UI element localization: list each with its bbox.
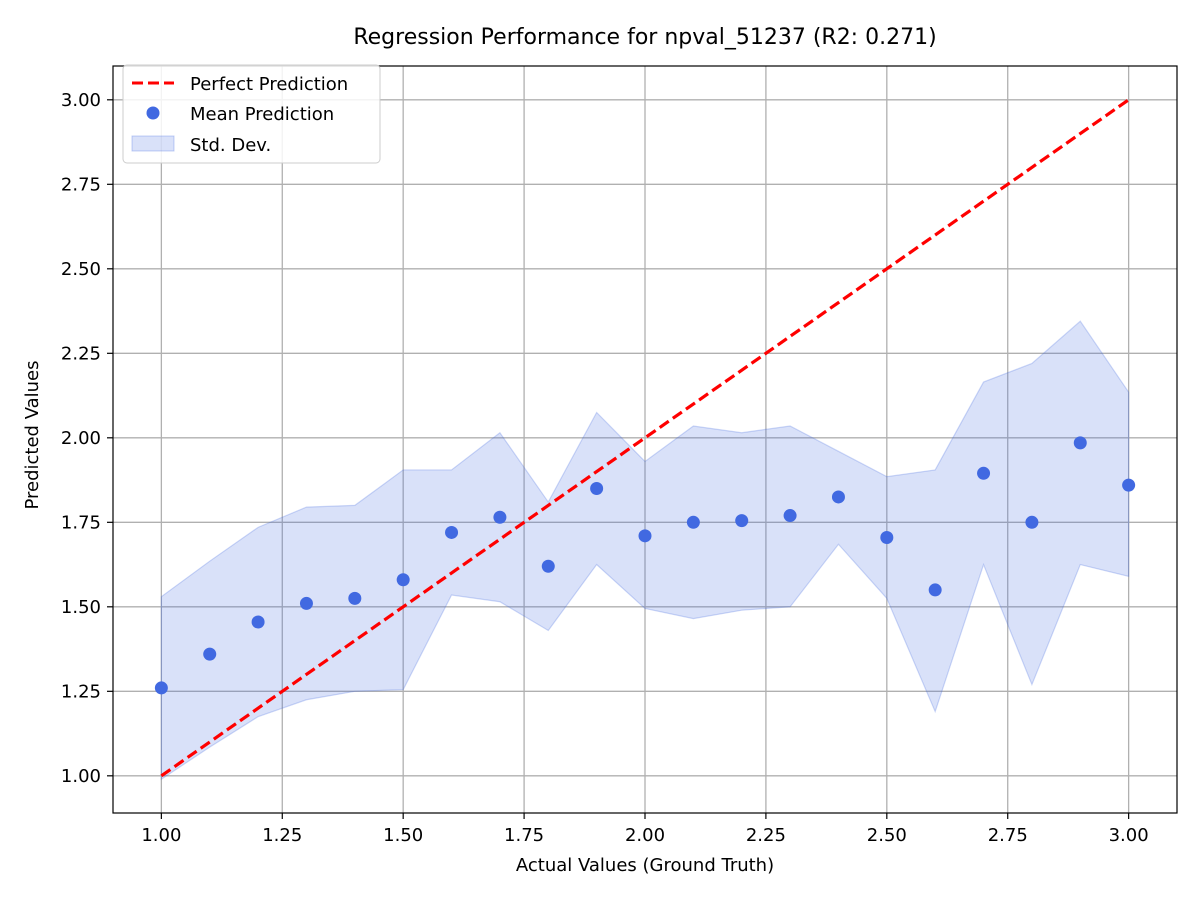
x-tick-label: 2.75: [988, 825, 1028, 846]
mean-prediction-point: [445, 525, 459, 539]
mean-prediction-point: [928, 583, 942, 597]
y-tick-label: 2.00: [61, 428, 101, 449]
x-tick-label: 2.25: [746, 825, 786, 846]
mean-prediction-point: [783, 509, 797, 523]
legend-std-dev-swatch: [131, 135, 175, 152]
std-dev-band: [160, 320, 1130, 781]
x-tick-label: 1.00: [141, 825, 181, 846]
perfect-prediction-line: [160, 98, 1130, 778]
mean-prediction-point: [203, 647, 217, 661]
x-tick-label: 1.50: [383, 825, 423, 846]
y-tick-label: 2.25: [61, 343, 101, 364]
grid-lines: [113, 66, 1177, 813]
mean-prediction-point: [735, 514, 749, 528]
legend-mean-prediction-swatch: [146, 106, 160, 120]
legend-box: [122, 64, 381, 164]
mean-prediction-point: [299, 596, 313, 610]
std-dev-band-layer: [160, 320, 1130, 781]
mean-prediction-point: [396, 573, 410, 587]
mean-prediction-points: [154, 436, 1136, 695]
mean-prediction-point: [1025, 515, 1039, 529]
y-axis-label: Predicted Values: [22, 360, 43, 509]
x-tick-label: 2.50: [867, 825, 907, 846]
mean-prediction-point: [541, 559, 555, 573]
y-tick-label: 2.75: [61, 174, 101, 195]
y-tick-label: 1.50: [61, 597, 101, 618]
x-tick-label: 1.25: [262, 825, 302, 846]
x-tick-label: 2.00: [625, 825, 665, 846]
mean-prediction-point: [348, 591, 362, 605]
y-tick-label: 1.25: [61, 681, 101, 702]
mean-prediction-point: [1122, 478, 1136, 492]
mean-prediction-point: [1073, 436, 1087, 450]
mean-prediction-point: [880, 531, 894, 545]
x-axis-label: Actual Values (Ground Truth): [516, 855, 774, 876]
x-tick-label: 3.00: [1109, 825, 1149, 846]
y-tick-label: 1.00: [61, 766, 101, 787]
y-axis-ticks: 1.00 1.25 1.50 1.75 2.00 2.25 2.50 2.75 3.00: [61, 90, 113, 787]
mean-prediction-point: [638, 529, 652, 543]
mean-prediction-point: [493, 510, 507, 524]
x-tick-label: 1.75: [504, 825, 544, 846]
legend-std-dev-label: Std. Dev.: [190, 135, 271, 156]
mean-prediction-point: [831, 490, 845, 504]
y-tick-label: 3.00: [61, 90, 101, 111]
legend: Perfect Prediction Mean Prediction Std. …: [122, 64, 381, 164]
mean-prediction-point: [686, 515, 700, 529]
y-tick-label: 1.75: [61, 512, 101, 533]
perfect-prediction-layer: [160, 98, 1130, 778]
mean-prediction-point: [590, 482, 604, 496]
y-tick-label: 2.50: [61, 259, 101, 280]
mean-prediction-point: [251, 615, 265, 629]
x-axis-ticks: 1.00 1.25 1.50 1.75 2.00 2.25 2.50 2.75 3.00: [141, 813, 1149, 846]
chart-title: Regression Performance for npval_51237 (…: [353, 25, 936, 50]
mean-prediction-point: [154, 681, 168, 695]
legend-mean-prediction-label: Mean Prediction: [190, 104, 334, 125]
legend-perfect-prediction-label: Perfect Prediction: [190, 74, 348, 95]
mean-prediction-point: [977, 466, 991, 480]
